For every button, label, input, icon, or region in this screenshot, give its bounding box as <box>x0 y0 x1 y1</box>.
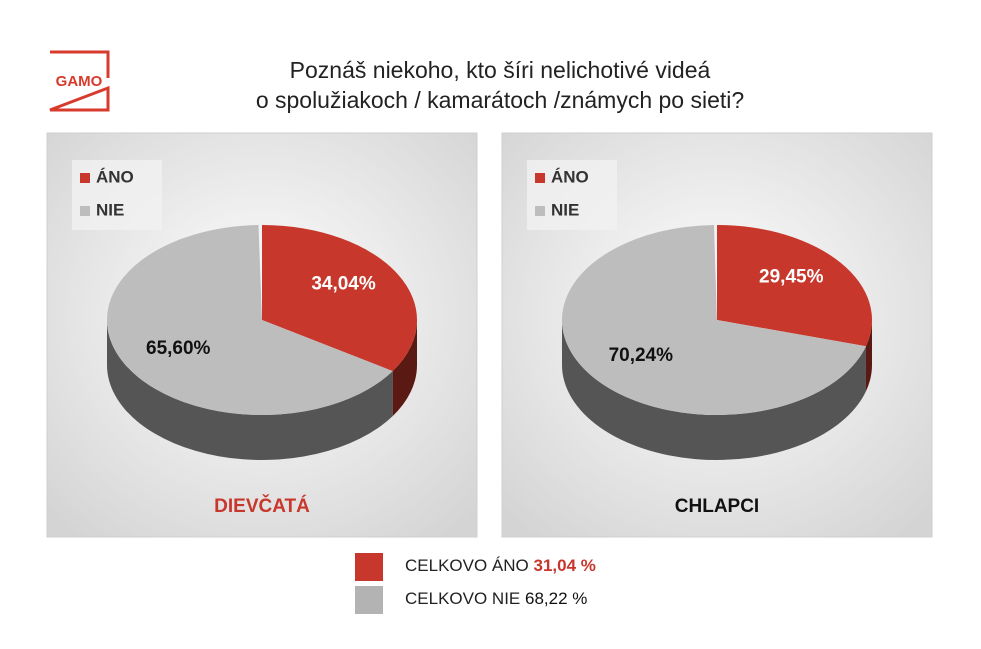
pie-value-label: 34,04% <box>311 274 376 295</box>
logo-frame <box>49 50 110 112</box>
pie-slice <box>262 225 418 372</box>
panel-title: DIEVČATÁ <box>214 495 310 517</box>
legend-swatch <box>80 173 90 183</box>
legend-box <box>72 160 162 230</box>
panel-title: CHLAPCI <box>675 496 759 517</box>
pie-side <box>562 320 866 460</box>
pie-slice <box>107 225 393 415</box>
legend-label: NIE <box>96 200 124 219</box>
summary-label: CELKOVO NIE <box>405 589 520 608</box>
summary-swatch <box>355 553 383 581</box>
legend-swatch <box>535 206 545 216</box>
logo-text: GAMO <box>56 73 103 90</box>
summary-text: CELKOVO NIE 68,22 % <box>405 589 587 608</box>
pie-side <box>392 320 417 417</box>
title-line: o spolužiakoch / kamarátoch /známych po … <box>256 87 744 113</box>
legend-swatch <box>80 206 90 216</box>
legend-label: ÁNO <box>551 167 589 186</box>
summary-label: CELKOVO ÁNO <box>405 556 529 575</box>
summary-value: 31,04 % <box>534 556 596 575</box>
legend-box <box>527 160 617 230</box>
legend-swatch <box>535 173 545 183</box>
summary-swatch <box>355 586 383 614</box>
title-line: Poznáš niekoho, kto šíri nelichotivé vid… <box>290 57 711 83</box>
pie-value-label: 29,45% <box>759 267 824 288</box>
pie-slice <box>562 225 866 416</box>
pie-side <box>107 320 393 460</box>
summary-text: CELKOVO ÁNO 31,04 % <box>405 556 596 575</box>
pie-slice <box>717 225 872 347</box>
legend-label: ÁNO <box>96 167 134 186</box>
pie-side <box>865 320 872 392</box>
legend-label: NIE <box>551 200 579 219</box>
pie-value-label: 65,60% <box>146 338 211 359</box>
pie-value-label: 70,24% <box>609 345 674 366</box>
summary-value: 68,22 % <box>525 589 587 608</box>
